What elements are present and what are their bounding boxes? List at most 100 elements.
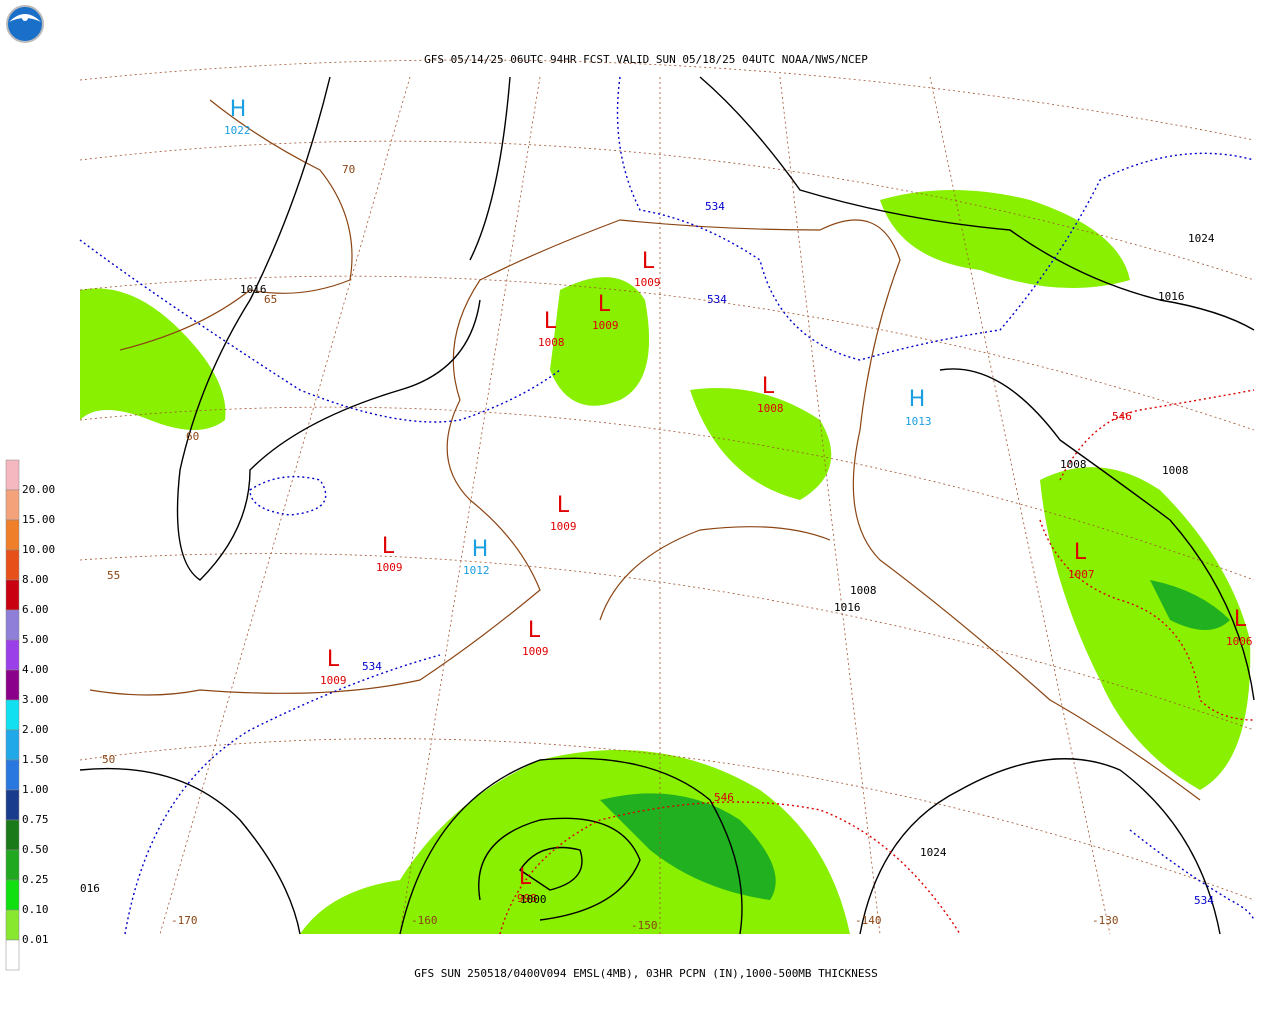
pressure-symbol: L xyxy=(528,618,541,643)
grid-lines xyxy=(79,59,1255,935)
thickness-label: 546 xyxy=(714,791,734,804)
grid-label: -140 xyxy=(855,914,882,927)
isobar-label: 1000 xyxy=(520,893,547,906)
legend-label: 2.00 xyxy=(22,723,49,736)
isobar-label: 1016 xyxy=(1158,290,1185,303)
pressure-symbol: L xyxy=(762,374,775,399)
isobar-label: 1008 xyxy=(850,584,877,597)
map-labels: H 1022 L 1009 L 1009 L 1008 L 1008 H 1013 L 1009 L 1009… xyxy=(80,97,1253,932)
pressure-value: 1022 xyxy=(224,124,251,137)
pressure-value: 1009 xyxy=(320,674,347,687)
legend-label: 0.50 xyxy=(22,843,49,856)
legend-label: 10.00 xyxy=(22,543,55,556)
pressure-symbol: L xyxy=(519,865,532,890)
legend-swatch xyxy=(5,519,20,551)
grid-label: 70 xyxy=(342,163,355,176)
map-area xyxy=(79,59,1255,935)
thickness-label: 534 xyxy=(1194,894,1214,907)
legend-swatch xyxy=(5,789,20,821)
map-title: GFS 05/14/25 06UTC 94HR FCST VALID SUN 0… xyxy=(424,53,868,66)
thickness-label: 534 xyxy=(362,660,382,673)
legend-swatch xyxy=(5,939,20,971)
thickness-label: 546 xyxy=(1112,410,1132,423)
precip-areas xyxy=(80,190,1251,934)
legend-label: 0.01 xyxy=(22,933,49,946)
legend-swatch xyxy=(5,489,20,521)
pressure-value: 1008 xyxy=(757,402,784,415)
pressure-symbol: H xyxy=(909,387,926,412)
legend-label: 5.00 xyxy=(22,633,49,646)
legend-swatch xyxy=(5,609,20,641)
isobar-label: 1016 xyxy=(240,283,267,296)
pressure-symbol: H xyxy=(230,97,247,122)
legend-swatch xyxy=(5,639,20,671)
grid-label: -130 xyxy=(1092,914,1119,927)
grid-label: 60 xyxy=(186,430,199,443)
grid-label: 55 xyxy=(107,569,120,582)
pressure-value: 1008 xyxy=(538,336,565,349)
pressure-value: 1006 xyxy=(1226,635,1253,648)
pressure-value: 1009 xyxy=(592,319,619,332)
pressure-symbol: L xyxy=(327,647,340,672)
pressure-value: 1012 xyxy=(463,564,490,577)
legend-label: 0.25 xyxy=(22,873,49,886)
grid-label: -150 xyxy=(631,919,658,932)
pressure-value: 1013 xyxy=(905,415,932,428)
isobar-label: 1016 xyxy=(834,601,861,614)
pressure-value: 1009 xyxy=(522,645,549,658)
thickness-534 xyxy=(79,76,1255,935)
isobar-label: 1024 xyxy=(1188,232,1215,245)
pressure-symbol: L xyxy=(1234,607,1247,632)
pressure-value: 1009 xyxy=(634,276,661,289)
grid-label: 50 xyxy=(102,753,115,766)
legend-label: 1.50 xyxy=(22,753,49,766)
precip-heavy xyxy=(600,580,1230,900)
legend-label: 0.75 xyxy=(22,813,49,826)
legend-label: 20.00 xyxy=(22,483,55,496)
legend-label: 3.00 xyxy=(22,693,49,706)
grid-label: -170 xyxy=(171,914,198,927)
legend-label: 1.00 xyxy=(22,783,49,796)
noaa-logo xyxy=(6,5,44,43)
isobars xyxy=(79,76,1255,935)
legend-swatch xyxy=(5,759,20,791)
legend-swatch xyxy=(5,699,20,731)
legend-swatch xyxy=(5,849,20,881)
thickness-546 xyxy=(499,389,1255,935)
coastlines xyxy=(89,99,1201,801)
pressure-symbol: H xyxy=(472,537,489,562)
thickness-label: 534 xyxy=(707,293,727,306)
legend-swatch xyxy=(5,879,20,911)
map-caption: GFS SUN 250518/0400V094 EMSL(4MB), 03HR … xyxy=(414,967,878,980)
precip-legend: 20.00 15.00 10.00 8.00 6.00 5.00 4.00 3.00 2.00 1… xyxy=(5,459,55,971)
grid-label: -160 xyxy=(411,914,438,927)
legend-label: 0.10 xyxy=(22,903,49,916)
pressure-symbol: L xyxy=(1074,540,1087,565)
pressure-symbol: L xyxy=(642,249,655,274)
legend-swatch xyxy=(5,729,20,761)
legend-label: 4.00 xyxy=(22,663,49,676)
legend-swatch xyxy=(5,819,20,851)
legend-swatch xyxy=(5,459,20,491)
legend-swatch xyxy=(5,549,20,581)
legend-label: 6.00 xyxy=(22,603,49,616)
pressure-symbol: L xyxy=(382,534,395,559)
isobar-label: 1008 xyxy=(1162,464,1189,477)
legend-label: 8.00 xyxy=(22,573,49,586)
legend-swatch xyxy=(5,579,20,611)
isobar-label: 1008 xyxy=(1060,458,1087,471)
pressure-symbol: L xyxy=(598,292,611,317)
grid-label: 65 xyxy=(264,293,277,306)
isobar-label: 1024 xyxy=(920,846,947,859)
pressure-value: 1009 xyxy=(550,520,577,533)
legend-swatch xyxy=(5,669,20,701)
thickness-label: 534 xyxy=(705,200,725,213)
legend-swatch xyxy=(5,909,20,941)
pressure-value: 998 xyxy=(517,892,537,905)
pressure-value: 1009 xyxy=(376,561,403,574)
pressure-symbol: L xyxy=(557,493,570,518)
pressure-value: 1007 xyxy=(1068,568,1095,581)
legend-label: 15.00 xyxy=(22,513,55,526)
